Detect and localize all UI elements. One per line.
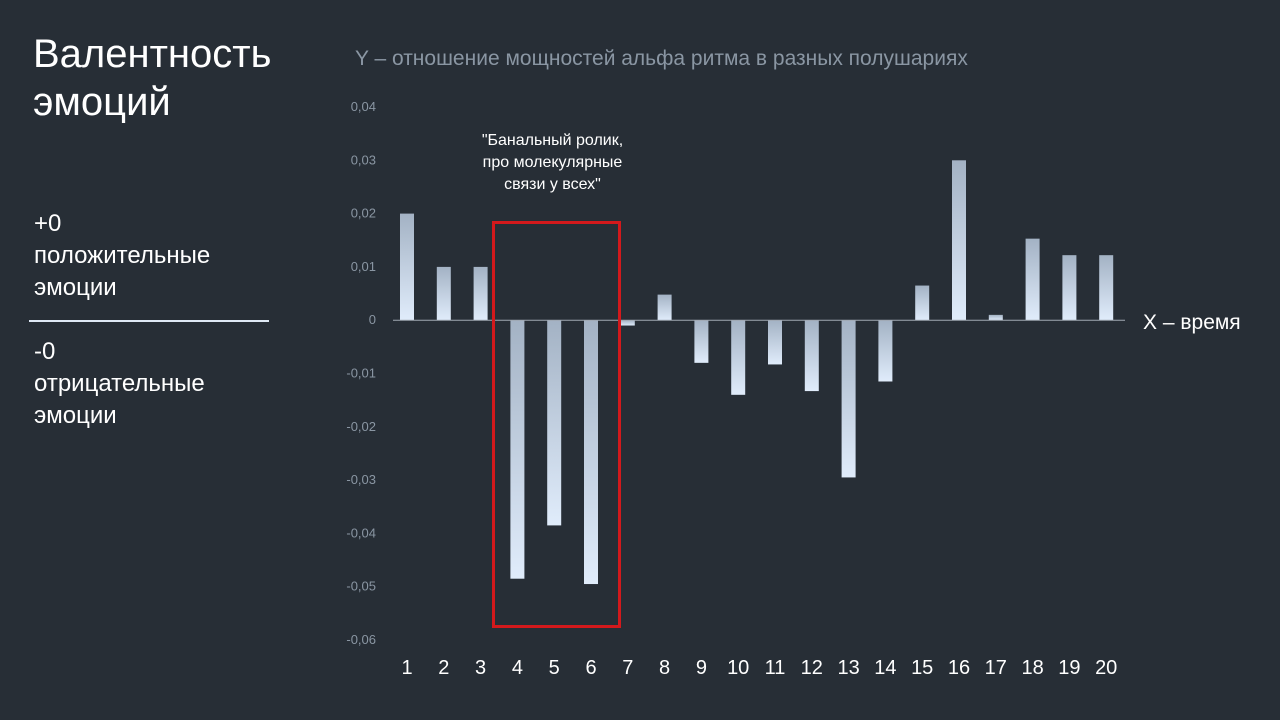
slide-title: Валентность эмоций (33, 30, 313, 126)
legend-divider (29, 320, 269, 322)
bar (768, 320, 782, 365)
chart-y-title: Y – отношение мощностей альфа ритма в ра… (355, 47, 968, 70)
x-tick-label: 4 (512, 657, 523, 679)
bar (988, 314, 1003, 321)
highlight-box (492, 221, 621, 628)
x-tick-label: 12 (801, 657, 823, 679)
bar (841, 320, 856, 478)
bar (878, 320, 893, 382)
negative-label-line-2: эмоции (34, 402, 117, 429)
bar (804, 320, 819, 392)
x-tick-label: 19 (1058, 657, 1080, 679)
bar (436, 266, 451, 321)
x-tick-label: 16 (948, 657, 970, 679)
y-tick-label: 0 (369, 312, 376, 327)
x-tick-label: 2 (438, 657, 449, 679)
x-tick-label: 10 (727, 657, 749, 679)
bar (620, 320, 635, 326)
bar (1062, 255, 1077, 321)
bar (915, 285, 930, 321)
x-tick-label: 18 (1021, 657, 1043, 679)
negative-legend: -0 отрицательные эмоции (34, 336, 274, 432)
y-tick-label: 0,01 (351, 259, 376, 274)
bar (1025, 238, 1040, 321)
x-tick-label: 3 (475, 657, 486, 679)
x-tick-label: 11 (765, 657, 786, 679)
x-tick-label: 17 (985, 657, 1007, 679)
negative-label-line-1: отрицательные (34, 370, 205, 397)
positive-label-line-1: положительные (34, 242, 211, 269)
y-tick-label: -0,02 (346, 419, 376, 434)
bar (731, 320, 746, 395)
x-axis-ticks: 1 2 3 4 5 6 7 8 9 10 11 12 13 14 15 16 17 18 19 20 (401, 657, 1117, 679)
bars (400, 160, 1114, 585)
bar (510, 320, 525, 579)
positive-label-line-2: эмоции (34, 274, 117, 301)
negative-value: -0 (34, 338, 56, 365)
chart-x-title: X – время (1143, 311, 1241, 334)
positive-legend: +0 положительные эмоции (34, 208, 274, 304)
x-tick-label: 15 (911, 657, 933, 679)
chart-annotation: "Банальный ролик, про молекулярные связи… (481, 132, 624, 193)
bar (584, 320, 598, 585)
bar (694, 320, 709, 363)
x-tick-label: 8 (659, 657, 670, 679)
y-tick-label: -0,01 (346, 366, 376, 381)
x-tick-label: 9 (696, 657, 707, 679)
y-tick-label: -0,04 (346, 525, 376, 540)
y-tick-label: 0,04 (351, 99, 376, 114)
title-line-2: эмоций (33, 80, 171, 124)
bar (657, 294, 672, 321)
x-tick-label: 5 (549, 657, 560, 679)
x-tick-label: 1 (401, 657, 412, 679)
bar (400, 213, 414, 321)
y-tick-label: 0,02 (351, 206, 376, 221)
bar (473, 266, 488, 321)
positive-value: +0 (34, 210, 62, 237)
x-tick-label: 7 (622, 657, 633, 679)
y-tick-label: -0,03 (346, 472, 376, 487)
title-line-1: Валентность (33, 32, 272, 76)
y-tick-label: -0,06 (346, 632, 376, 647)
bar (952, 160, 966, 321)
y-axis-ticks: 0,04 0,03 0,02 0,01 0 -0,01 -0,02 -0,03 -0,04 -0,… (346, 99, 376, 647)
x-tick-label: 6 (585, 657, 596, 679)
x-tick-label: 13 (837, 657, 859, 679)
y-tick-label: -0,05 (346, 579, 376, 594)
y-tick-label: 0,03 (351, 152, 376, 167)
x-tick-label: 14 (874, 657, 896, 679)
bar (547, 320, 562, 526)
x-tick-label: 20 (1095, 657, 1117, 679)
bar (1099, 255, 1114, 321)
